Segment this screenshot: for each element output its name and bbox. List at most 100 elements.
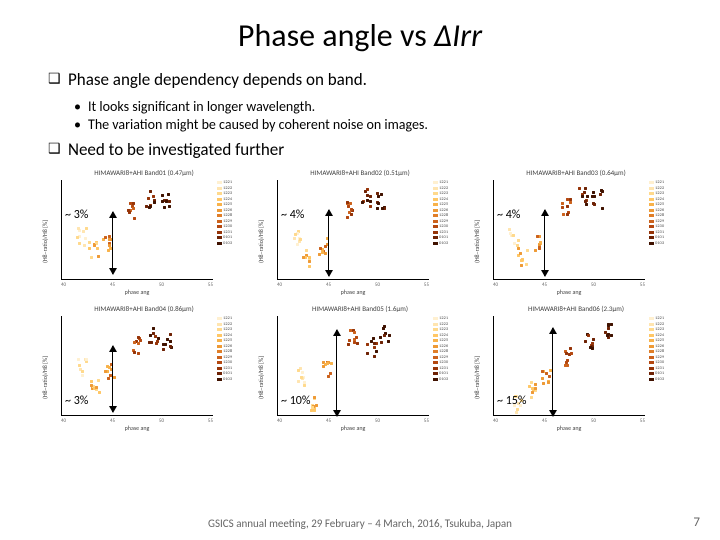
legend-item: 1222 bbox=[217, 322, 247, 327]
legend-label: 1230 bbox=[655, 360, 664, 365]
data-point bbox=[586, 195, 589, 198]
legend-item: 1223 bbox=[217, 327, 247, 332]
legend-label: 1222 bbox=[223, 186, 232, 191]
legend-item: 1229 bbox=[433, 219, 463, 224]
chart-panel-2: HIMAWARI8+AHI Band02 (0.51μm)~ 4%(H8–rat… bbox=[255, 168, 465, 298]
data-point bbox=[107, 249, 110, 252]
legend-swatch bbox=[217, 323, 222, 326]
legend-item: 1221 bbox=[649, 180, 679, 185]
legend-label: 1224 bbox=[439, 197, 448, 202]
legend-item: 1231 bbox=[433, 230, 463, 235]
legend-swatch bbox=[217, 372, 222, 375]
legend-label: 1221 bbox=[655, 180, 664, 185]
data-point bbox=[593, 195, 596, 198]
x-axis-label: phase ang bbox=[493, 288, 645, 296]
legend-swatch bbox=[217, 231, 222, 234]
data-point bbox=[133, 351, 136, 354]
data-point bbox=[584, 340, 587, 343]
legend-swatch bbox=[433, 323, 438, 326]
data-point bbox=[327, 375, 330, 378]
legend-item: 1224 bbox=[217, 197, 247, 202]
legend-item: 1225 bbox=[433, 202, 463, 207]
data-point bbox=[93, 244, 96, 247]
legend-item: 0101 bbox=[217, 235, 247, 240]
data-point bbox=[161, 194, 164, 197]
data-point bbox=[534, 387, 537, 390]
data-point bbox=[569, 347, 572, 350]
data-point bbox=[145, 205, 148, 208]
data-point bbox=[107, 377, 110, 380]
data-point bbox=[299, 238, 302, 241]
x-axis-label: phase ang bbox=[277, 424, 429, 432]
data-point bbox=[303, 384, 306, 387]
data-point bbox=[152, 327, 155, 330]
data-point bbox=[517, 239, 520, 242]
data-point bbox=[356, 342, 359, 345]
legend-label: 0103 bbox=[439, 241, 448, 246]
legend-item: 0103 bbox=[433, 377, 463, 382]
chart-grid: HIMAWARI8+AHI Band01 (0.47μm)~ 3%(H8–rat… bbox=[40, 168, 680, 434]
legend-item: 1223 bbox=[217, 191, 247, 196]
sub-bullet-2: The variation might be caused by coheren… bbox=[74, 116, 680, 133]
data-point bbox=[380, 193, 383, 196]
data-point bbox=[149, 190, 152, 193]
legend-item: 1225 bbox=[649, 202, 679, 207]
legend-label: 1226 bbox=[439, 344, 448, 349]
legend-item: 1229 bbox=[217, 219, 247, 224]
legend-swatch bbox=[217, 361, 222, 364]
data-point bbox=[581, 195, 584, 198]
data-point bbox=[163, 206, 166, 209]
legend-label: 1228 bbox=[655, 349, 664, 354]
data-point bbox=[383, 334, 386, 337]
data-point bbox=[600, 189, 603, 192]
data-point bbox=[355, 336, 358, 339]
legend-swatch bbox=[217, 242, 222, 245]
x-axis-label: phase ang bbox=[493, 424, 645, 432]
legend-item: 1222 bbox=[649, 322, 679, 327]
legend-item: 1226 bbox=[433, 344, 463, 349]
legend-label: 1229 bbox=[223, 219, 232, 224]
legend-swatch bbox=[649, 345, 654, 348]
data-point bbox=[78, 242, 81, 245]
data-point bbox=[96, 247, 99, 250]
data-point bbox=[147, 197, 150, 200]
legend-item: 1230 bbox=[649, 360, 679, 365]
legend-item: 0101 bbox=[433, 235, 463, 240]
data-point bbox=[591, 342, 594, 345]
legend-label: 1231 bbox=[655, 230, 664, 235]
legend-label: 0103 bbox=[655, 241, 664, 246]
legend-label: 1222 bbox=[439, 186, 448, 191]
data-point bbox=[566, 359, 569, 362]
legend-label: 1231 bbox=[439, 366, 448, 371]
legend-label: 0103 bbox=[223, 377, 232, 382]
plot-area bbox=[61, 180, 213, 280]
legend-item: 0103 bbox=[649, 377, 679, 382]
legend-swatch bbox=[217, 334, 222, 337]
data-point bbox=[369, 200, 372, 203]
legend-swatch bbox=[433, 367, 438, 370]
data-point bbox=[85, 358, 88, 361]
data-point bbox=[324, 245, 327, 248]
legend-label: 1226 bbox=[655, 344, 664, 349]
data-point bbox=[150, 341, 153, 344]
data-point bbox=[379, 336, 382, 339]
data-point bbox=[369, 205, 372, 208]
legend-label: 0103 bbox=[223, 241, 232, 246]
data-point bbox=[95, 386, 98, 389]
legend-swatch bbox=[217, 367, 222, 370]
legend-swatch bbox=[433, 345, 438, 348]
data-point bbox=[512, 234, 515, 237]
legend-label: 1229 bbox=[655, 355, 664, 360]
legend-label: 1225 bbox=[439, 202, 448, 207]
legend-item: 1230 bbox=[433, 224, 463, 229]
title-italic: ΔIrr bbox=[434, 16, 482, 55]
legend-item: 1222 bbox=[433, 186, 463, 191]
legend-swatch bbox=[217, 225, 222, 228]
legend-label: 1229 bbox=[223, 355, 232, 360]
legend-swatch bbox=[649, 225, 654, 228]
data-point bbox=[570, 352, 573, 355]
legend: 1221122212231224122512261228122912301231… bbox=[217, 180, 247, 246]
legend-label: 1221 bbox=[223, 180, 232, 185]
legend: 1221122212231224122512261228122912301231… bbox=[217, 316, 247, 382]
data-point bbox=[538, 246, 541, 249]
